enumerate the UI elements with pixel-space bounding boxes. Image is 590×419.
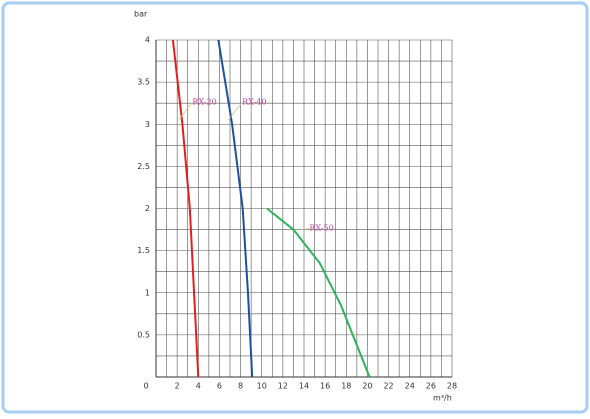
series-label: RX-40	[242, 97, 266, 106]
x-tick-label: 16	[320, 382, 330, 391]
x-tick-label: 20	[362, 382, 372, 391]
line-series	[217, 39, 254, 378]
x-tick-label: 24	[405, 382, 415, 391]
x-tick-label: 28	[447, 382, 457, 391]
line-series	[266, 207, 371, 378]
x-tick-label: 4	[196, 382, 201, 391]
y-tick-label: 3	[145, 120, 150, 129]
line-series	[171, 39, 200, 378]
y-tick-label: 0.5	[137, 330, 150, 339]
series-label: RX-20	[192, 97, 216, 106]
x-tick-label: 12	[278, 382, 288, 391]
x-tick-label: 14	[299, 382, 309, 391]
x-tick-label: 18	[341, 382, 351, 391]
x-tick-label: 2	[175, 382, 180, 391]
x-tick-label: 26	[426, 382, 436, 391]
series-label: RX-50	[309, 224, 333, 233]
y-tick-label: 2.5	[137, 162, 150, 171]
y-tick-label: 4	[145, 36, 150, 45]
y-tick-label: 2	[145, 204, 150, 213]
y-tick-label: 3.5	[137, 78, 150, 87]
label-leader	[227, 102, 243, 121]
y-tick-label: 1.5	[137, 246, 150, 255]
y-axis-label: bar	[134, 10, 148, 19]
y-tick-label: 1	[145, 288, 150, 297]
label-leader	[301, 228, 310, 230]
x-axis-label: m³/h	[433, 394, 452, 403]
label-leader	[178, 102, 193, 121]
x-tick-label: 10	[257, 382, 267, 391]
x-tick-label: 0	[143, 382, 148, 391]
x-tick-label: 6	[217, 382, 222, 391]
x-tick-label: 22	[383, 382, 393, 391]
x-tick-label: 8	[238, 382, 243, 391]
